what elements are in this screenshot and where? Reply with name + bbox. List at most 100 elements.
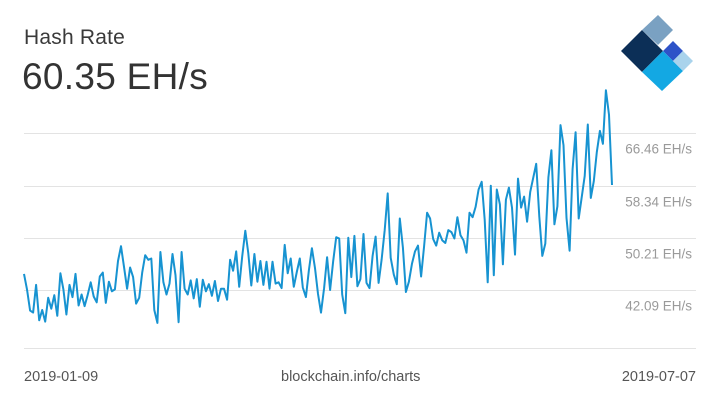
data-point bbox=[460, 234, 462, 236]
data-point bbox=[196, 278, 198, 280]
data-point bbox=[538, 216, 540, 218]
data-point bbox=[405, 291, 407, 293]
data-point bbox=[593, 180, 595, 182]
data-point bbox=[26, 288, 28, 290]
logo-tile-light bbox=[673, 51, 693, 71]
data-point bbox=[187, 294, 189, 296]
data-point bbox=[578, 218, 580, 220]
data-point bbox=[144, 254, 146, 256]
data-point bbox=[326, 256, 328, 258]
data-point bbox=[202, 279, 204, 281]
data-point bbox=[223, 288, 225, 290]
data-point bbox=[359, 278, 361, 280]
data-point bbox=[244, 230, 246, 232]
data-point bbox=[278, 281, 280, 283]
data-point bbox=[320, 312, 322, 314]
data-point bbox=[129, 267, 131, 269]
logo-tile-steel bbox=[642, 15, 673, 45]
data-point bbox=[114, 288, 116, 290]
data-point bbox=[126, 288, 128, 290]
data-point bbox=[447, 229, 449, 231]
data-point bbox=[59, 272, 61, 274]
data-point bbox=[117, 260, 119, 262]
data-point bbox=[232, 270, 234, 272]
data-point bbox=[269, 288, 271, 290]
y-tick-label: 66.46 EH/s bbox=[625, 142, 692, 157]
data-point bbox=[50, 308, 52, 310]
data-point bbox=[332, 260, 334, 262]
data-point bbox=[178, 321, 180, 323]
data-point bbox=[426, 212, 428, 214]
data-point bbox=[78, 305, 80, 307]
data-point bbox=[193, 297, 195, 299]
data-point bbox=[90, 281, 92, 283]
data-point bbox=[575, 131, 577, 133]
data-point bbox=[217, 300, 219, 302]
data-point bbox=[305, 296, 307, 298]
data-point bbox=[423, 245, 425, 247]
data-point bbox=[47, 297, 49, 299]
data-point bbox=[166, 294, 168, 296]
y-tick-label: 50.21 EH/s bbox=[625, 247, 692, 262]
data-point bbox=[256, 281, 258, 283]
current-hash-rate: 60.35 EH/s bbox=[22, 56, 209, 97]
data-point bbox=[611, 184, 613, 186]
data-point bbox=[72, 296, 74, 298]
data-point bbox=[147, 259, 149, 261]
data-point bbox=[587, 124, 589, 126]
data-point bbox=[438, 232, 440, 234]
data-point bbox=[541, 255, 543, 257]
data-point bbox=[296, 271, 298, 273]
data-point bbox=[393, 274, 395, 276]
data-point bbox=[290, 258, 292, 260]
data-point bbox=[272, 261, 274, 263]
source-link[interactable]: blockchain.info/charts bbox=[281, 369, 421, 385]
data-point bbox=[605, 89, 607, 91]
data-point bbox=[535, 163, 537, 165]
data-point bbox=[314, 267, 316, 269]
data-point bbox=[81, 294, 83, 296]
data-point bbox=[69, 284, 71, 286]
data-point bbox=[62, 288, 64, 290]
data-point bbox=[308, 269, 310, 271]
data-point bbox=[99, 276, 101, 278]
data-point bbox=[287, 272, 289, 274]
data-point bbox=[469, 212, 471, 214]
logo-tile-cyan bbox=[642, 51, 683, 91]
data-point bbox=[317, 293, 319, 295]
data-point bbox=[602, 143, 604, 145]
data-point bbox=[93, 296, 95, 298]
data-point bbox=[475, 206, 477, 208]
data-point bbox=[23, 273, 25, 275]
data-point bbox=[569, 250, 571, 252]
data-point bbox=[350, 276, 352, 278]
data-point bbox=[102, 272, 104, 274]
data-point bbox=[584, 175, 586, 177]
data-point bbox=[608, 114, 610, 116]
data-point bbox=[523, 196, 525, 198]
data-point bbox=[335, 236, 337, 238]
data-point bbox=[275, 283, 277, 285]
data-point bbox=[181, 251, 183, 253]
data-point bbox=[150, 258, 152, 260]
data-point bbox=[169, 283, 171, 285]
data-point bbox=[493, 274, 495, 276]
data-point bbox=[29, 310, 31, 312]
data-point bbox=[563, 144, 565, 146]
data-point bbox=[162, 281, 164, 283]
data-point bbox=[238, 286, 240, 288]
data-point bbox=[511, 207, 513, 209]
data-point bbox=[381, 259, 383, 261]
data-point bbox=[247, 252, 249, 254]
data-point bbox=[596, 151, 598, 153]
data-point bbox=[384, 229, 386, 231]
data-point bbox=[141, 272, 143, 274]
y-axis-ticks: 42.09 EH/s 50.21 EH/s 58.34 EH/s 66.46 EH/s bbox=[625, 142, 692, 314]
data-point bbox=[490, 185, 492, 187]
data-point bbox=[366, 282, 368, 284]
data-point bbox=[96, 301, 98, 303]
data-point bbox=[544, 243, 546, 245]
x-axis-end-label: 2019-07-07 bbox=[621, 369, 696, 385]
data-point bbox=[481, 181, 483, 183]
